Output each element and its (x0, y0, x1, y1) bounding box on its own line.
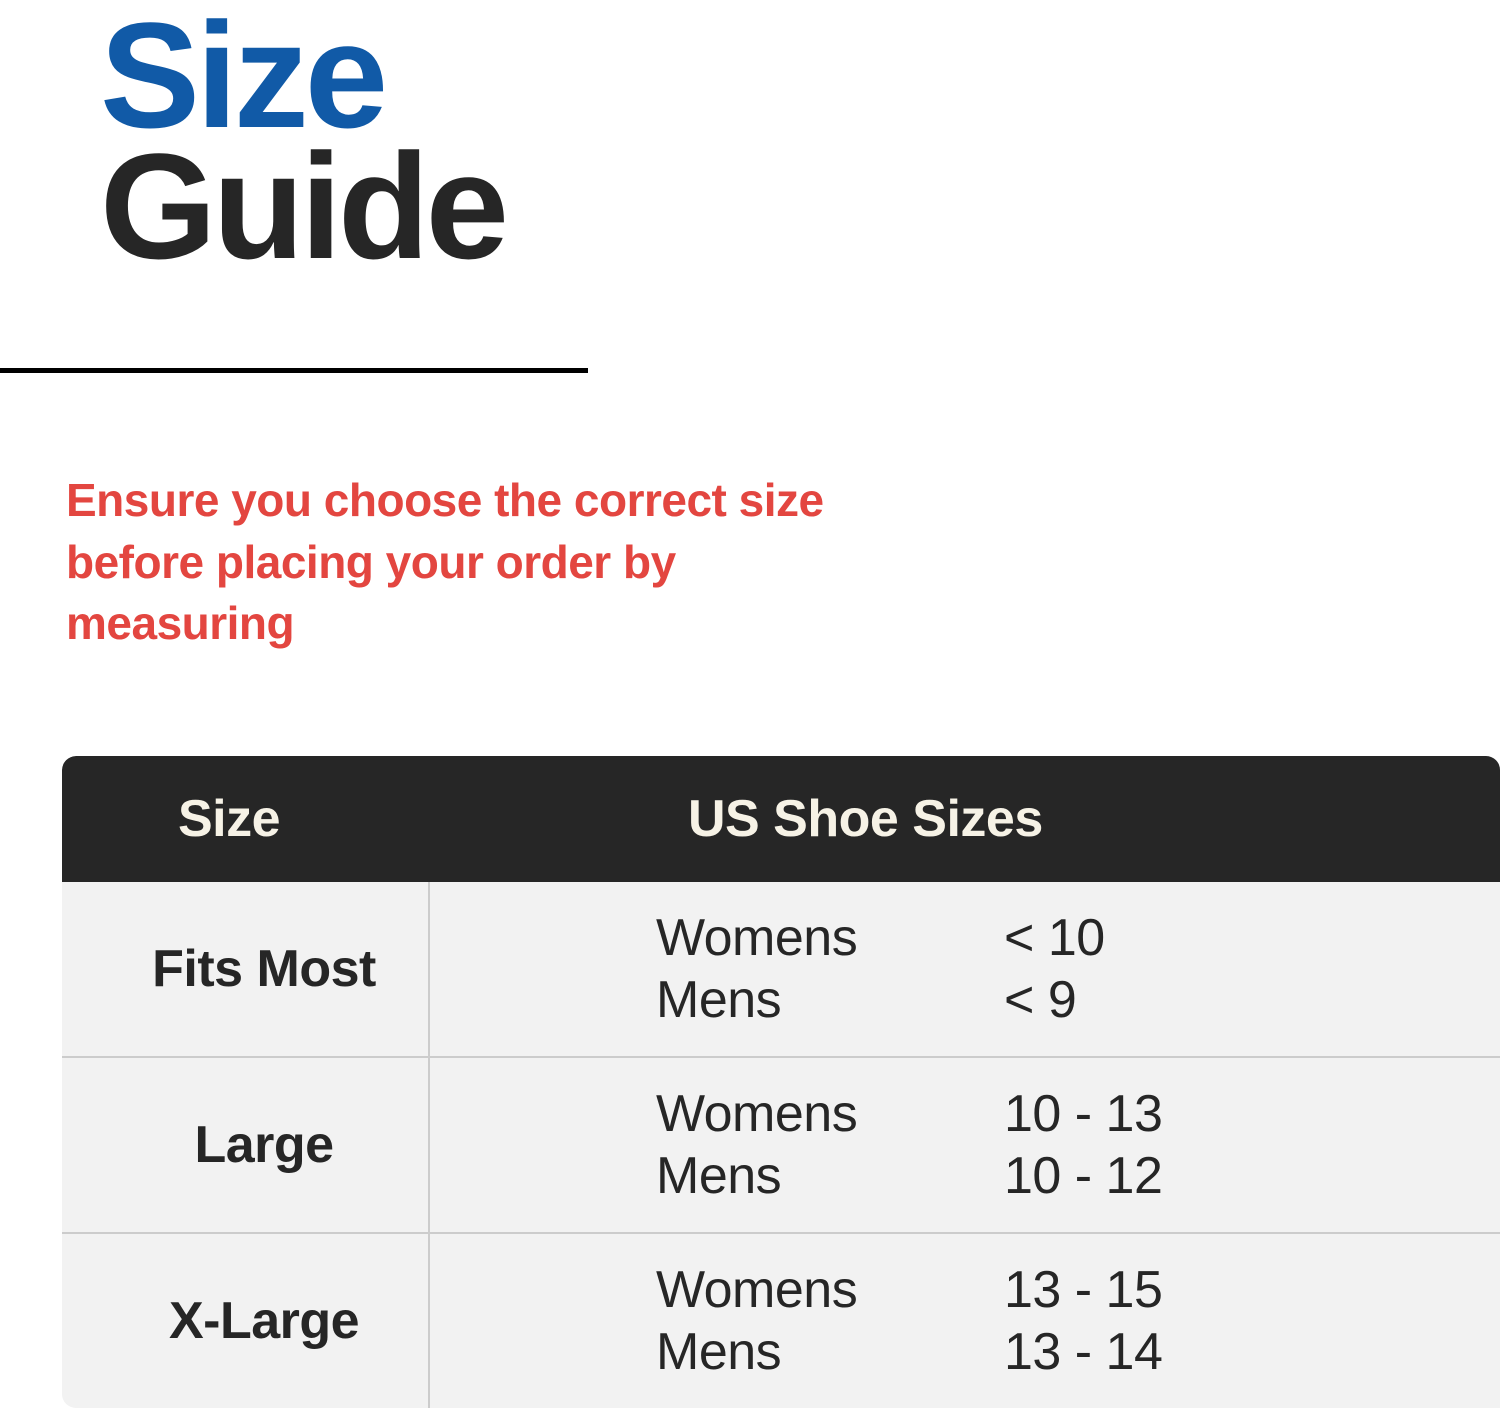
table-row: Fits Most Womens < 10 Mens < 9 (62, 882, 1500, 1058)
cell-size-name: X-Large (62, 1234, 430, 1408)
size-pair: Womens 10 - 13 (656, 1083, 1500, 1145)
column-header-size: Size (178, 790, 281, 848)
title-word-guide: Guide (100, 122, 509, 290)
size-pair-value: 13 - 14 (1004, 1323, 1163, 1381)
size-pair-value: 10 - 13 (1004, 1084, 1163, 1143)
size-pair: Womens 13 - 15 (656, 1259, 1500, 1321)
title-divider-rule (0, 368, 588, 373)
size-pair: Womens < 10 (656, 907, 1500, 969)
size-pair-value: < 10 (1004, 908, 1105, 967)
size-pair-value: 13 - 15 (1004, 1260, 1163, 1319)
size-pair-label: Mens (656, 971, 782, 1029)
size-pair: Mens < 9 (656, 969, 1500, 1031)
table-header-row: Size US Shoe Sizes (62, 756, 1500, 882)
column-header-us-shoe-sizes: US Shoe Sizes (688, 790, 1043, 848)
size-pair-value: < 9 (1004, 971, 1077, 1029)
size-pair-value: 10 - 12 (1004, 1147, 1163, 1205)
table-row: Large Womens 10 - 13 Mens 10 - 12 (62, 1058, 1500, 1234)
size-pair-label: Womens (656, 1260, 858, 1319)
size-pair-label: Womens (656, 1084, 858, 1143)
title-word-size: Size (100, 0, 388, 159)
cell-size-name: Large (62, 1058, 430, 1232)
size-pair-label: Mens (656, 1147, 782, 1205)
size-pair: Mens 10 - 12 (656, 1145, 1500, 1207)
table-row: X-Large Womens 13 - 15 Mens 13 - 14 (62, 1234, 1500, 1408)
size-pair: Mens 13 - 14 (656, 1321, 1500, 1383)
size-pair-label: Mens (656, 1323, 782, 1381)
cell-us-shoe-sizes: Womens < 10 Mens < 9 (430, 907, 1500, 1032)
size-pair-label: Womens (656, 908, 858, 967)
table-body: Fits Most Womens < 10 Mens < 9 Large Wom… (62, 882, 1500, 1408)
cell-us-shoe-sizes: Womens 13 - 15 Mens 13 - 14 (430, 1259, 1500, 1384)
page-title: Size Guide (0, 0, 620, 290)
size-guide-table: Size US Shoe Sizes Fits Most Womens < 10… (62, 756, 1500, 1408)
cell-size-name: Fits Most (62, 882, 430, 1056)
size-notice-text: Ensure you choose the correct size befor… (66, 474, 824, 650)
cell-us-shoe-sizes: Womens 10 - 13 Mens 10 - 12 (430, 1083, 1500, 1208)
